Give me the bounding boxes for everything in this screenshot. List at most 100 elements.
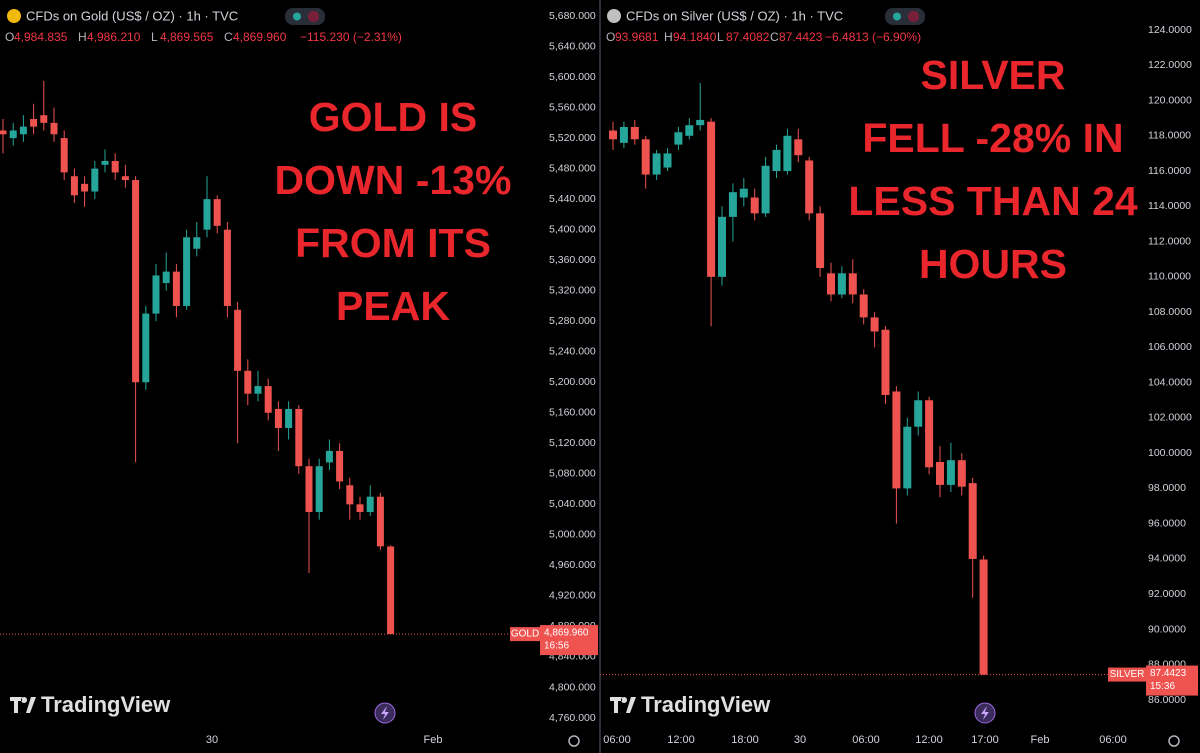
y-tick-label: 5,520.000 — [549, 132, 596, 144]
candle-body — [254, 386, 262, 394]
y-tick-label: 108.0000 — [1148, 306, 1192, 318]
y-tick-label: 5,600.000 — [549, 71, 596, 83]
candle-body — [70, 176, 78, 196]
annotation: FROM ITS — [295, 220, 491, 266]
y-tick-label: 4,920.000 — [549, 590, 596, 602]
watermark-logo — [610, 697, 636, 713]
candle-body — [142, 313, 150, 383]
y-tick-label: 5,320.000 — [549, 284, 596, 296]
candle-body — [60, 138, 68, 173]
ohlc-value: 94.1840 — [673, 30, 717, 44]
candle-body — [346, 485, 354, 505]
candle-body — [325, 450, 333, 463]
ohlc-value: 93.9681 — [615, 30, 659, 44]
settings-icon[interactable] — [1168, 735, 1180, 747]
candle-body — [783, 135, 792, 172]
y-tick-label: 5,120.000 — [549, 437, 596, 449]
ohlc-label: O — [606, 30, 615, 44]
candle-body — [979, 559, 988, 675]
candle-body — [968, 483, 977, 559]
price-tag-value: 4,869.960 — [544, 628, 589, 639]
candle-body — [366, 496, 374, 512]
candle-body — [19, 126, 27, 135]
candle-body — [848, 273, 857, 295]
watermark-logo — [10, 697, 36, 713]
price-tag-value: 87.4423 — [1150, 668, 1187, 679]
y-tick-label: 5,480.000 — [549, 162, 596, 174]
x-tick-label: 06:00 — [852, 734, 880, 746]
candle-body — [264, 386, 272, 413]
x-tick-label: 12:00 — [667, 734, 695, 746]
candle-body — [81, 183, 89, 192]
candle-body — [630, 126, 639, 140]
y-tick-label: 102.0000 — [1148, 412, 1192, 424]
price-tag-countdown: 16:56 — [544, 641, 569, 652]
ohlc-value: 4,984.835 — [14, 30, 68, 44]
y-tick-label: 5,200.000 — [549, 376, 596, 388]
candle-body — [641, 139, 650, 175]
settings-icon[interactable] — [568, 735, 580, 747]
symbol-tag-text: GOLD — [511, 629, 539, 640]
candle-body — [244, 370, 252, 394]
y-tick-label: 4,800.000 — [549, 681, 596, 693]
ohlc-row: O93.9681 H94.1840L 87.4082C87.4423 −6.4813 … — [606, 30, 921, 44]
ohlc-value: 87.4082 — [726, 30, 770, 44]
candle-body — [870, 317, 879, 332]
symbol-tag — [510, 627, 540, 642]
annotation: HOURS — [919, 241, 1067, 287]
price-tag-countdown: 15:36 — [1150, 681, 1175, 692]
status-dot — [293, 12, 301, 21]
candle-body — [336, 450, 344, 482]
y-tick-label: 4,760.000 — [549, 712, 596, 724]
candle-body — [761, 165, 770, 214]
annotation: SILVER — [920, 52, 1065, 98]
candle-body — [619, 126, 628, 143]
candle-body — [794, 139, 803, 156]
y-tick-label: 124.0000 — [1148, 24, 1192, 36]
y-tick-label: 5,440.000 — [549, 193, 596, 205]
status-dot-2 — [308, 11, 319, 22]
candle-body — [295, 408, 303, 467]
lightning-icon — [381, 706, 389, 720]
x-tick-label: 30 — [206, 734, 218, 746]
ohlc-label: C — [224, 30, 233, 44]
x-tick-label: 17:00 — [971, 734, 999, 746]
annotation: FELL -28% IN — [862, 115, 1123, 161]
y-tick-label: 96.0000 — [1148, 517, 1186, 529]
candle-body — [903, 426, 912, 489]
candle-body — [50, 122, 58, 135]
y-tick-label: 5,080.000 — [549, 468, 596, 480]
candle-body — [946, 460, 955, 485]
candle-body — [772, 149, 781, 172]
candle-body — [728, 192, 737, 217]
y-tick-label: 114.0000 — [1148, 200, 1191, 212]
candle-body — [91, 168, 99, 192]
candle-body — [274, 408, 282, 429]
candle-body — [805, 160, 814, 214]
candle-body — [609, 130, 617, 140]
candle-body — [111, 160, 119, 173]
y-tick-label: 5,640.000 — [549, 40, 596, 52]
y-tick-label: 5,000.000 — [549, 529, 596, 541]
candle-body — [696, 119, 705, 126]
candle-body — [685, 125, 694, 136]
candle-body — [213, 199, 221, 226]
y-tick-label: 5,240.000 — [549, 346, 596, 358]
lightning-icon — [981, 706, 989, 720]
ohlc-value: 4,869.565 — [160, 30, 214, 44]
candle-body — [101, 160, 109, 165]
annotation: LESS THAN 24 — [848, 178, 1138, 224]
ohlc-value: 4,869.960 — [233, 30, 287, 44]
y-tick-label: 106.0000 — [1148, 341, 1192, 353]
price-change: −6.4813 (−6.90%) — [825, 30, 921, 44]
candle-body — [30, 119, 38, 127]
candle-body — [40, 115, 48, 123]
annotation: GOLD IS — [309, 94, 478, 140]
candle-body — [816, 213, 825, 269]
candle-body — [739, 188, 748, 198]
candle-body — [387, 546, 395, 635]
candle-body — [652, 153, 661, 175]
y-tick-label: 122.0000 — [1148, 59, 1192, 71]
x-tick-label: 06:00 — [603, 734, 631, 746]
